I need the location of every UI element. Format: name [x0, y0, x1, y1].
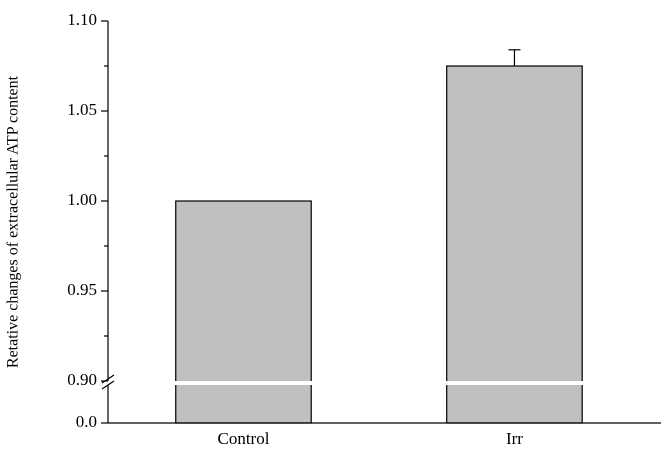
axis-break-mark	[101, 374, 115, 384]
y-axis-label: Retative changes of extracellular ATP co…	[5, 75, 22, 368]
axis-break-mark	[101, 380, 115, 390]
bar	[175, 200, 312, 424]
y-tick-label: 0.90	[67, 370, 97, 389]
x-tick-label: Irr	[506, 429, 523, 448]
axis-break-gap	[110, 381, 661, 385]
y-tick-label: 0.95	[67, 280, 97, 299]
y-tick-label: 0.0	[76, 412, 97, 431]
y-tick-label: 1.00	[67, 190, 97, 209]
y-tick-label: 1.05	[67, 100, 97, 119]
bar	[446, 65, 583, 424]
x-tick-label: Control	[218, 429, 270, 448]
y-tick-label: 1.10	[67, 10, 97, 29]
axis-break-gap	[105, 381, 111, 385]
